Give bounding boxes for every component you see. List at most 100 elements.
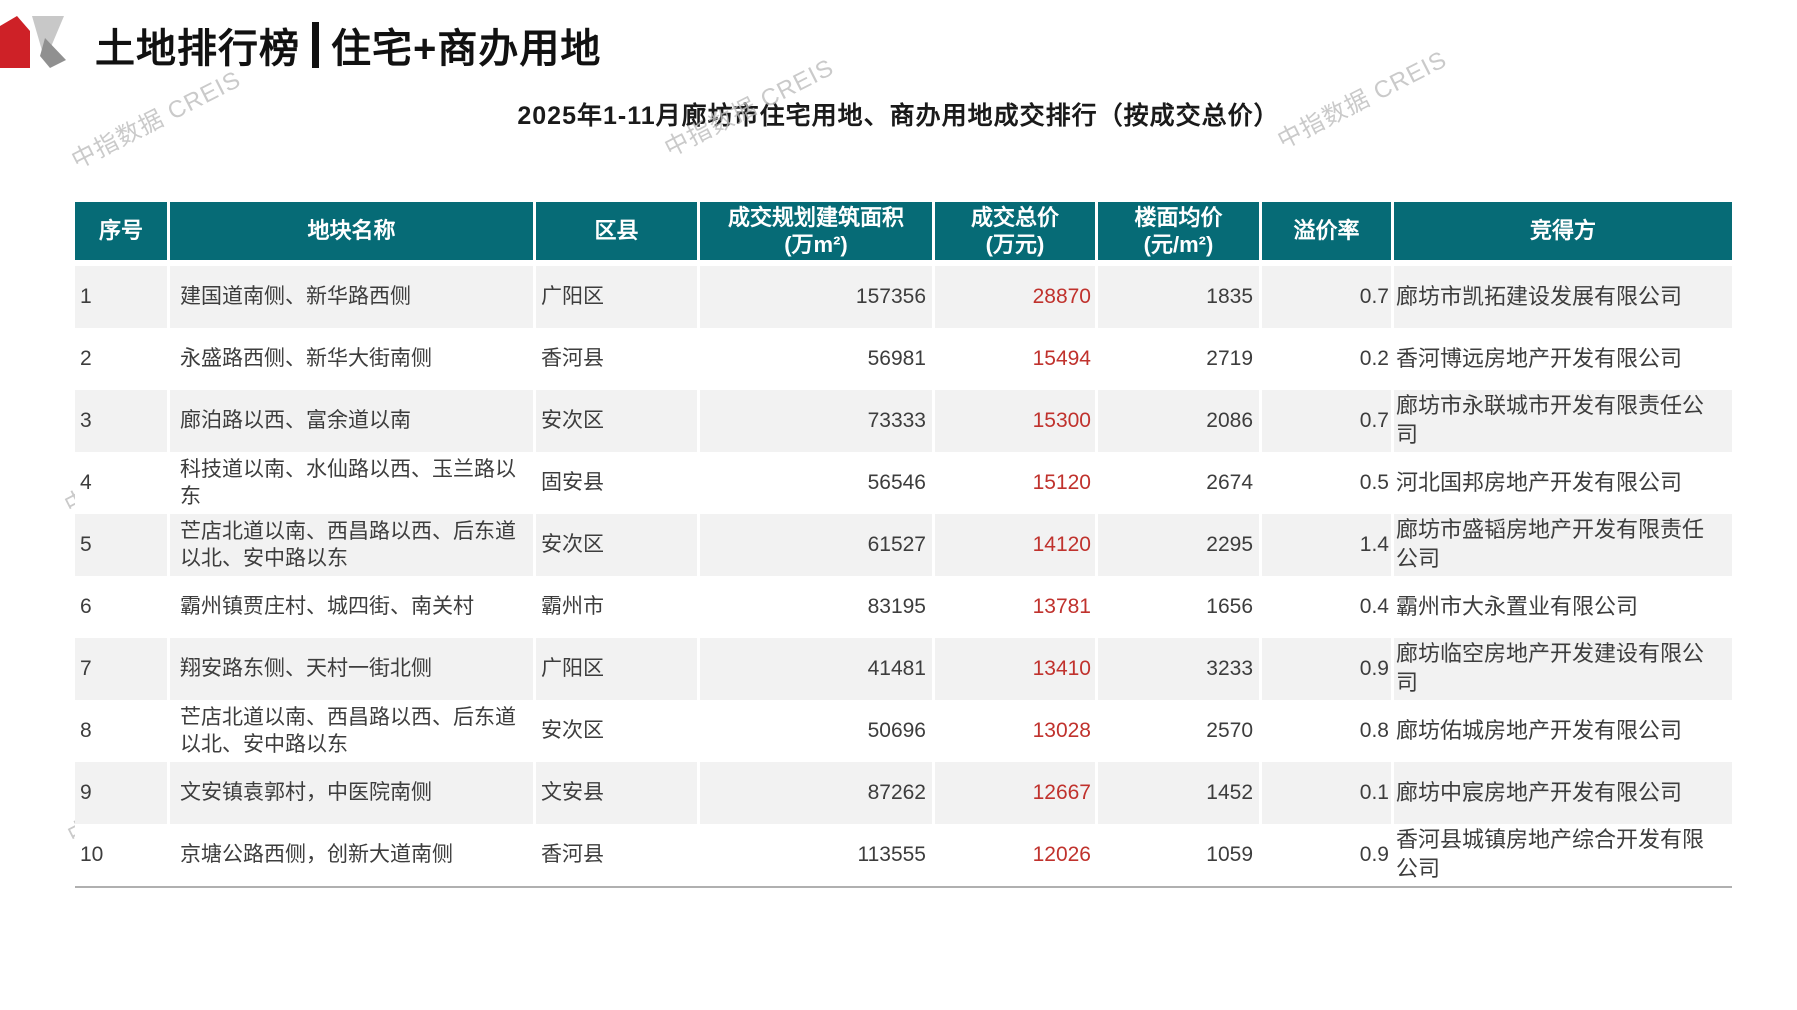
cell-premium: 0.9 [1262,824,1394,886]
cell-district: 香河县 [536,824,700,886]
table-row: 8 芒店北道以南、西昌路以西、后东道以北、安中路以东 安次区 50696 13028 25… [75,700,1732,762]
page-title-left: 土地排行榜 [95,27,300,71]
cell-premium: 0.1 [1262,762,1394,824]
cell-district: 广阳区 [536,638,700,700]
page-title: 土地排行榜 住宅+商办用地 [95,16,601,74]
title-divider [312,22,319,68]
cell-winner: 河北国邦房地产开发有限公司 [1394,452,1732,514]
table-caption: 2025年1-11月廊坊市住宅用地、商办用地成交排行（按成交总价） [517,102,1280,130]
header-premium: 溢价率 [1262,202,1394,266]
header-rank: 序号 [75,202,170,266]
cell-name: 文安镇袁郭村，中医院南侧 [170,762,536,824]
cell-rank: 1 [75,266,170,328]
cell-premium: 0.7 [1262,266,1394,328]
cell-rank: 2 [75,328,170,390]
cell-floor: 1656 [1098,576,1262,638]
cell-floor: 1059 [1098,824,1262,886]
cell-price: 13028 [935,700,1098,762]
table-body: 1 建国道南侧、新华路西侧广阳区 157356 28870 1835 0.7 廊坊市凯拓建设… [75,266,1732,886]
table-row: 1 建国道南侧、新华路西侧 广阳区 157356 28870 1835 0.7 廊坊市凯拓建设… [75,266,1732,328]
cell-rank: 5 [75,514,170,576]
cell-rank: 4 [75,452,170,514]
cell-rank: 9 [75,762,170,824]
cell-rank: 10 [75,824,170,886]
cell-area: 50696 [700,700,935,762]
header-district: 区县 [536,202,700,266]
cell-name: 廊泊路以西、富余道以南 [170,390,536,452]
cell-premium: 0.7 [1262,390,1394,452]
header-area: 成交规划建筑面积 (万m²) [700,202,935,266]
land-ranking-table: 序号 地块名称 区县 成交规划建筑面积 (万m²) 成交总价 (万元) 楼面均价… [75,202,1732,888]
cell-area: 61527 [700,514,935,576]
cell-price: 12667 [935,762,1098,824]
cell-price: 13781 [935,576,1098,638]
cell-district: 霸州市 [536,576,700,638]
table-row: 6 霸州镇贾庄村、城四街、南关村 霸州市 83195 13781 1656 0.4 霸州市大永… [75,576,1732,638]
cell-name: 永盛路西侧、新华大街南侧 [170,328,536,390]
cell-name: 芒店北道以南、西昌路以西、后东道以北、安中路以东 [170,700,536,762]
cell-floor: 2086 [1098,390,1262,452]
cell-name: 芒店北道以南、西昌路以西、后东道以北、安中路以东 [170,514,536,576]
header-name: 地块名称 [170,202,536,266]
cell-winner: 廊坊中宸房地产开发有限公司 [1394,762,1732,824]
cell-rank: 7 [75,638,170,700]
cell-price: 12026 [935,824,1098,886]
cell-area: 83195 [700,576,935,638]
cell-price: 15494 [935,328,1098,390]
cell-premium: 0.8 [1262,700,1394,762]
cell-name: 霸州镇贾庄村、城四街、南关村 [170,576,536,638]
cell-floor: 3233 [1098,638,1262,700]
table-row: 3 廊泊路以西、富余道以南 安次区 73333 15300 2086 0.7 廊坊市永联城市开… [75,390,1732,452]
cell-area: 56981 [700,328,935,390]
creis-logo-icon [0,16,66,68]
cell-winner: 廊坊市盛韬房地产开发有限责任公司 [1394,514,1732,576]
cell-winner: 香河博远房地产开发有限公司 [1394,328,1732,390]
cell-winner: 香河县城镇房地产综合开发有限公司 [1394,824,1732,886]
cell-area: 41481 [700,638,935,700]
cell-floor: 2674 [1098,452,1262,514]
cell-rank: 3 [75,390,170,452]
cell-winner: 廊坊市凯拓建设发展有限公司 [1394,266,1732,328]
cell-area: 113555 [700,824,935,886]
cell-district: 安次区 [536,700,700,762]
cell-premium: 0.4 [1262,576,1394,638]
cell-premium: 0.9 [1262,638,1394,700]
table-row: 2 永盛路西侧、新华大街南侧 香河县 56981 15494 2719 0.2 香河博远房地产… [75,328,1732,390]
cell-floor: 2570 [1098,700,1262,762]
cell-price: 28870 [935,266,1098,328]
page-title-right: 住宅+商办用地 [331,27,602,71]
cell-floor: 1835 [1098,266,1262,328]
cell-name: 科技道以南、水仙路以西、玉兰路以东 [170,452,536,514]
cell-area: 56546 [700,452,935,514]
cell-district: 固安县 [536,452,700,514]
cell-district: 香河县 [536,328,700,390]
cell-price: 15120 [935,452,1098,514]
cell-price: 15300 [935,390,1098,452]
cell-winner: 廊坊佑城房地产开发有限公司 [1394,700,1732,762]
cell-floor: 2295 [1098,514,1262,576]
cell-price: 13410 [935,638,1098,700]
cell-area: 73333 [700,390,935,452]
header-winner: 竞得方 [1394,202,1732,266]
table-row: 9 文安镇袁郭村，中医院南侧 文安县 87262 12667 1452 0.1 廊坊中宸房地产… [75,762,1732,824]
cell-premium: 0.5 [1262,452,1394,514]
cell-winner: 廊坊临空房地产开发建设有限公司 [1394,638,1732,700]
cell-rank: 8 [75,700,170,762]
table-row: 10 京塘公路西侧，创新大道南侧 香河县 113555 12026 1059 0.9 香河县城… [75,824,1732,886]
cell-price: 14120 [935,514,1098,576]
cell-area: 87262 [700,762,935,824]
table-row: 4 科技道以南、水仙路以西、玉兰路以东 固安县 56546 15120 2674 0.5 河北… [75,452,1732,514]
cell-premium: 0.2 [1262,328,1394,390]
cell-name: 建国道南侧、新华路西侧 [170,266,536,328]
header-price: 成交总价 (万元) [935,202,1098,266]
cell-floor: 1452 [1098,762,1262,824]
cell-district: 文安县 [536,762,700,824]
table-row: 7 翔安路东侧、天村一街北侧 广阳区 41481 13410 3233 0.9 廊坊临空房地产… [75,638,1732,700]
cell-area: 157356 [700,266,935,328]
cell-winner: 霸州市大永置业有限公司 [1394,576,1732,638]
cell-winner: 廊坊市永联城市开发有限责任公司 [1394,390,1732,452]
cell-name: 京塘公路西侧，创新大道南侧 [170,824,536,886]
cell-district: 安次区 [536,390,700,452]
cell-premium: 1.4 [1262,514,1394,576]
